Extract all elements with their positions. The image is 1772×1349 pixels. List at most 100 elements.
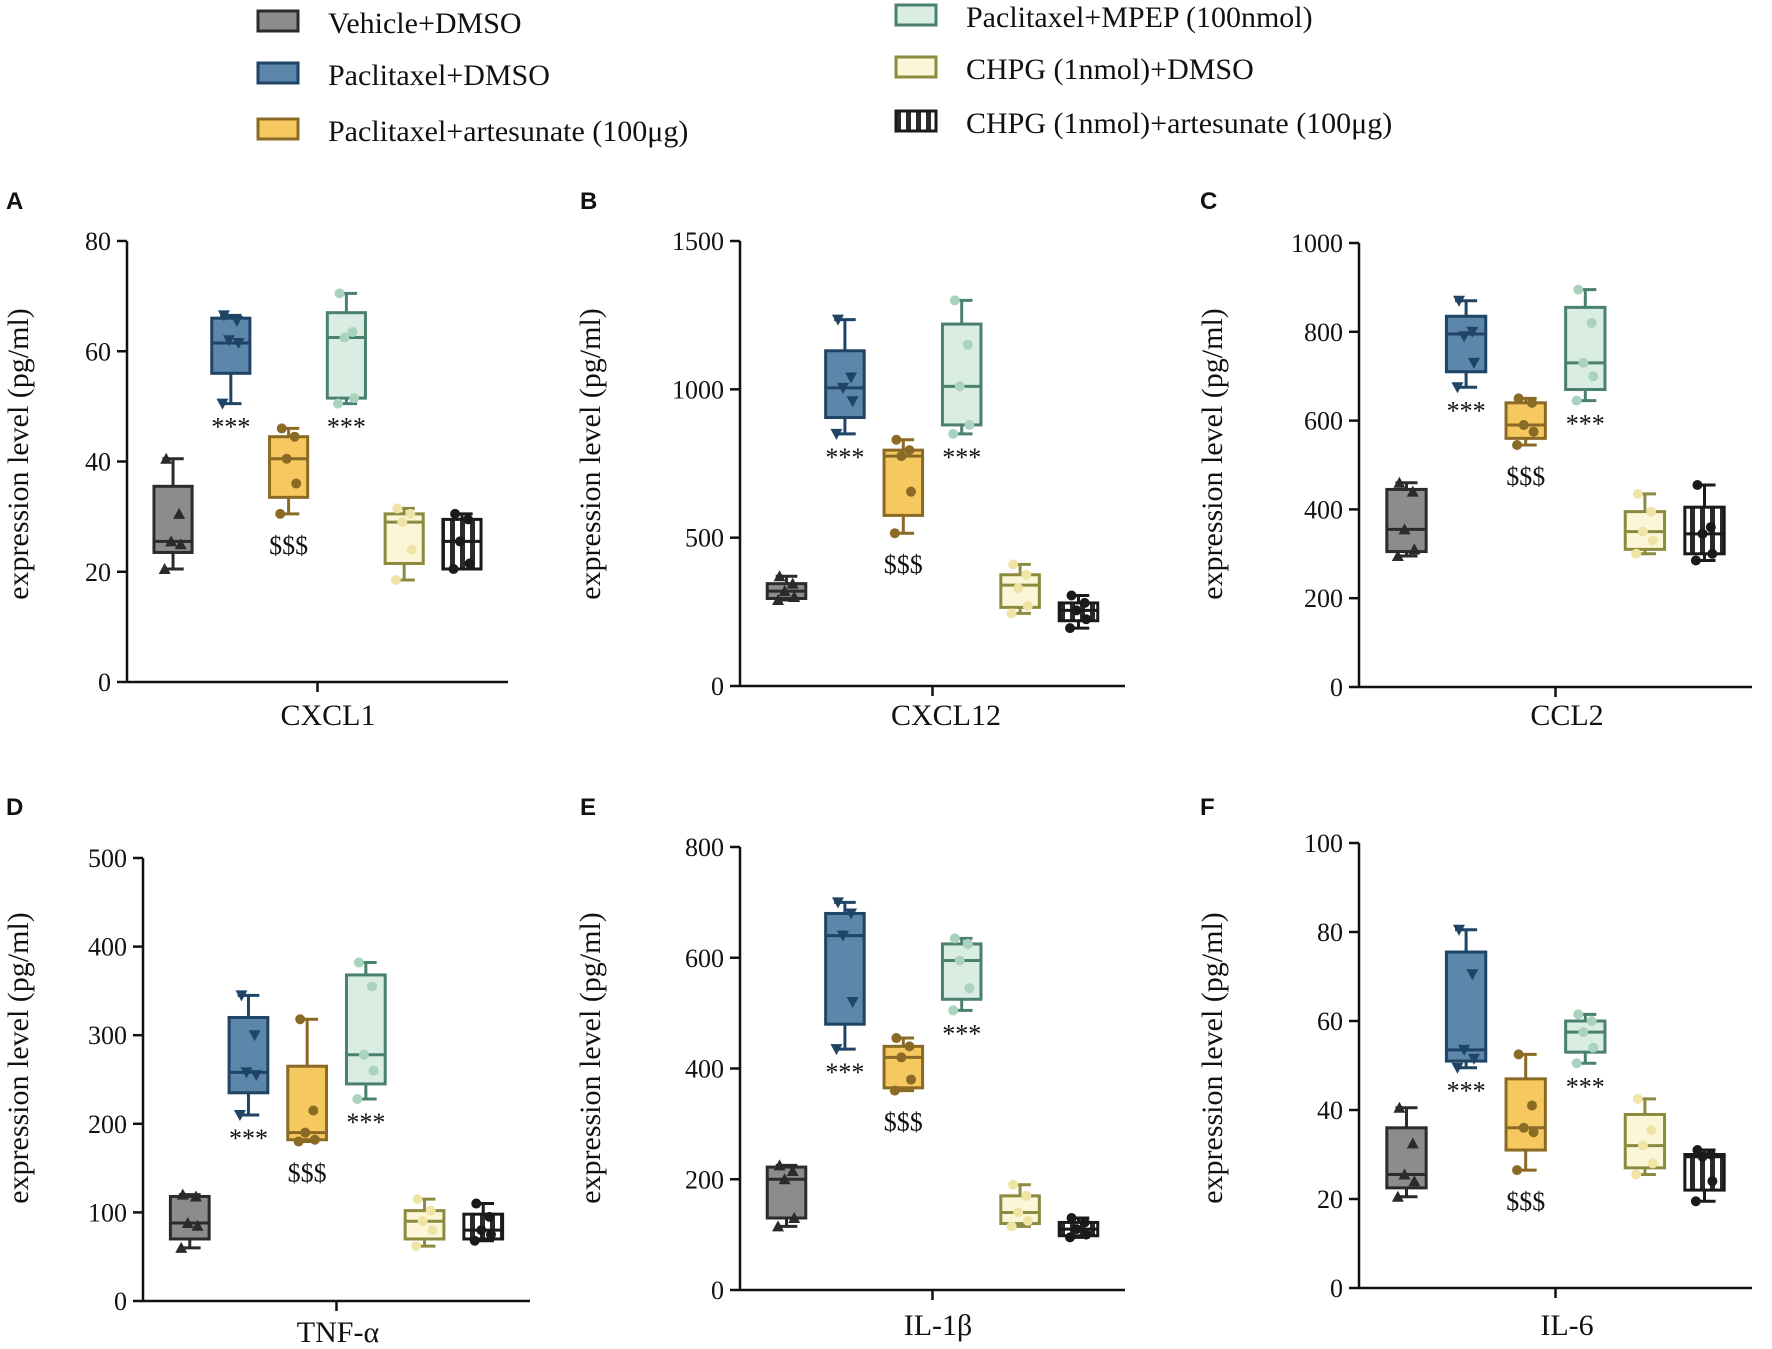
y-tick-label: 500	[685, 524, 724, 553]
data-point	[1518, 420, 1529, 431]
box	[227, 1015, 270, 1095]
significance-label: ***	[229, 1124, 268, 1153]
data-point	[158, 562, 171, 574]
data-point	[1513, 393, 1524, 404]
box	[882, 1044, 925, 1090]
data-point	[300, 1127, 311, 1138]
data-point	[476, 1225, 487, 1236]
data-point	[417, 1216, 428, 1227]
legend-label: Vehicle+DMSO	[328, 7, 522, 40]
data-point	[948, 428, 959, 439]
plot-area: 0 500 1000 1500 *** $$$ ***	[672, 227, 1125, 701]
panel-f: F expression level (pg/ml) IL-6 0 20 40 60 8…	[1196, 794, 1752, 1342]
data-point	[222, 335, 235, 347]
data-point	[308, 1105, 319, 1116]
box	[824, 911, 866, 1026]
x-axis-label: CCL2	[1530, 699, 1603, 732]
data-point	[358, 1049, 369, 1060]
y-tick-label: 40	[85, 448, 111, 477]
data-point	[949, 295, 960, 306]
data-point	[392, 503, 403, 514]
box-group: ***	[824, 314, 866, 472]
x-axis-label: TNF-α	[297, 1316, 380, 1349]
data-point	[964, 419, 975, 430]
data-point	[367, 981, 378, 992]
data-point	[830, 428, 843, 440]
legend-swatch	[256, 9, 300, 33]
box-group	[1683, 479, 1726, 566]
data-point	[1647, 1158, 1658, 1169]
data-point	[778, 1173, 791, 1185]
data-point	[772, 1220, 785, 1232]
data-point	[1690, 555, 1701, 566]
data-point	[1066, 1213, 1077, 1224]
data-point	[1705, 1149, 1716, 1160]
data-point	[948, 1005, 959, 1016]
data-point	[1512, 440, 1523, 451]
data-point	[1021, 569, 1032, 580]
data-point	[485, 1229, 496, 1240]
data-point	[1398, 523, 1411, 535]
data-point	[1518, 1122, 1529, 1133]
y-tick-label: 60	[85, 337, 111, 366]
box	[1564, 305, 1607, 392]
data-point	[276, 423, 287, 434]
y-tick-label: 0	[711, 672, 724, 701]
x-axis-label: IL-6	[1540, 1309, 1593, 1342]
data-point	[786, 1164, 799, 1176]
legend-label: Paclitaxel+artesunate (100μg)	[328, 115, 688, 148]
significance-label: $$$	[269, 531, 308, 560]
data-point	[845, 372, 858, 384]
data-point	[906, 486, 917, 497]
significance-label: ***	[1447, 1077, 1486, 1106]
significance-label: ***	[346, 1108, 385, 1137]
data-point	[333, 398, 344, 409]
data-point	[962, 938, 973, 949]
data-point	[1512, 1165, 1523, 1176]
data-point	[295, 1014, 306, 1025]
box	[344, 973, 387, 1086]
data-point	[349, 393, 360, 404]
significance-label: ***	[825, 1058, 864, 1087]
data-point	[339, 332, 350, 343]
data-point	[275, 508, 286, 519]
data-point	[1406, 1137, 1419, 1149]
data-point	[845, 908, 858, 920]
significance-label: ***	[1566, 410, 1605, 439]
box-group: ***	[824, 897, 866, 1087]
y-tick-label: 40	[1317, 1096, 1343, 1125]
data-point	[160, 452, 173, 464]
data-point	[450, 508, 461, 519]
data-point	[1466, 326, 1479, 338]
box-group	[765, 1159, 808, 1232]
y-tick-label: 0	[98, 668, 111, 697]
plot-area: 0 200 400 600 800 1000 *** $$$ ***	[1291, 229, 1752, 702]
y-axis-label: expression level (pg/ml)	[574, 308, 607, 600]
data-point	[176, 1188, 189, 1200]
legend-swatch	[256, 61, 300, 85]
data-point	[830, 1044, 843, 1056]
box	[940, 942, 983, 1001]
data-point	[954, 381, 965, 392]
data-point	[846, 997, 859, 1009]
data-point	[1006, 608, 1017, 619]
box-group: $$$	[286, 1014, 329, 1188]
y-tick-label: 400	[1304, 495, 1343, 524]
y-tick-label: 600	[1304, 407, 1343, 436]
box	[1385, 487, 1428, 554]
significance-label: ***	[942, 1019, 981, 1048]
significance-label: ***	[942, 443, 981, 472]
data-point	[233, 1109, 246, 1121]
data-point	[1707, 1176, 1718, 1187]
y-tick-label: 800	[685, 833, 724, 862]
box-group	[1683, 1145, 1726, 1207]
data-point	[1578, 1027, 1589, 1038]
y-tick-label: 500	[88, 844, 127, 873]
data-point	[1586, 317, 1597, 328]
box-group: ***	[344, 957, 387, 1137]
data-point	[1692, 479, 1703, 490]
data-point	[786, 577, 799, 589]
data-point	[891, 1033, 902, 1044]
data-point	[773, 1159, 786, 1171]
